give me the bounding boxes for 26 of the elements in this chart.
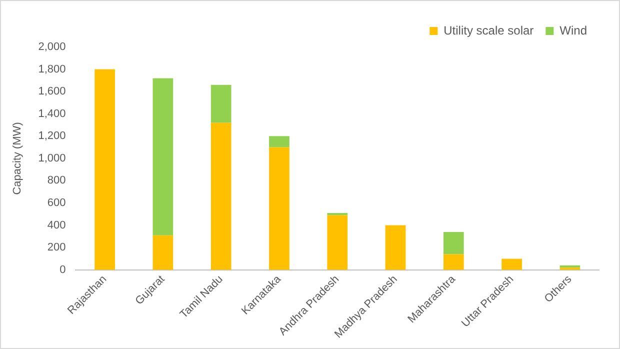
bar: [269, 136, 290, 148]
y-tick-label: 1,400: [38, 108, 66, 120]
bar: [385, 225, 406, 270]
legend-label: Wind: [560, 23, 588, 38]
y-tick-label: 200: [47, 242, 66, 254]
y-tick-label: 1,200: [38, 130, 66, 142]
y-axis-title: Capacity (MW): [12, 122, 24, 195]
y-tick-label: 1,800: [38, 63, 66, 76]
bar: [210, 122, 232, 270]
bar: [327, 215, 348, 270]
bar: [443, 254, 464, 270]
bar: [443, 232, 464, 254]
y-tick-label: 400: [47, 219, 66, 232]
bar: [152, 78, 174, 236]
y-tick-label: 1,600: [38, 86, 66, 98]
y-tick-label: 800: [47, 174, 66, 187]
y-tick-label: 1,000: [38, 152, 66, 164]
bar: [94, 69, 115, 270]
bar: [152, 235, 174, 270]
bar: [269, 147, 290, 270]
y-tick-label: 0: [60, 264, 66, 276]
bar: [210, 84, 232, 123]
legend-label: Utility scale solar: [444, 23, 534, 38]
y-tick-label: 600: [47, 197, 66, 210]
y-tick-label: 2,000: [38, 41, 66, 54]
bar: [502, 258, 522, 270]
